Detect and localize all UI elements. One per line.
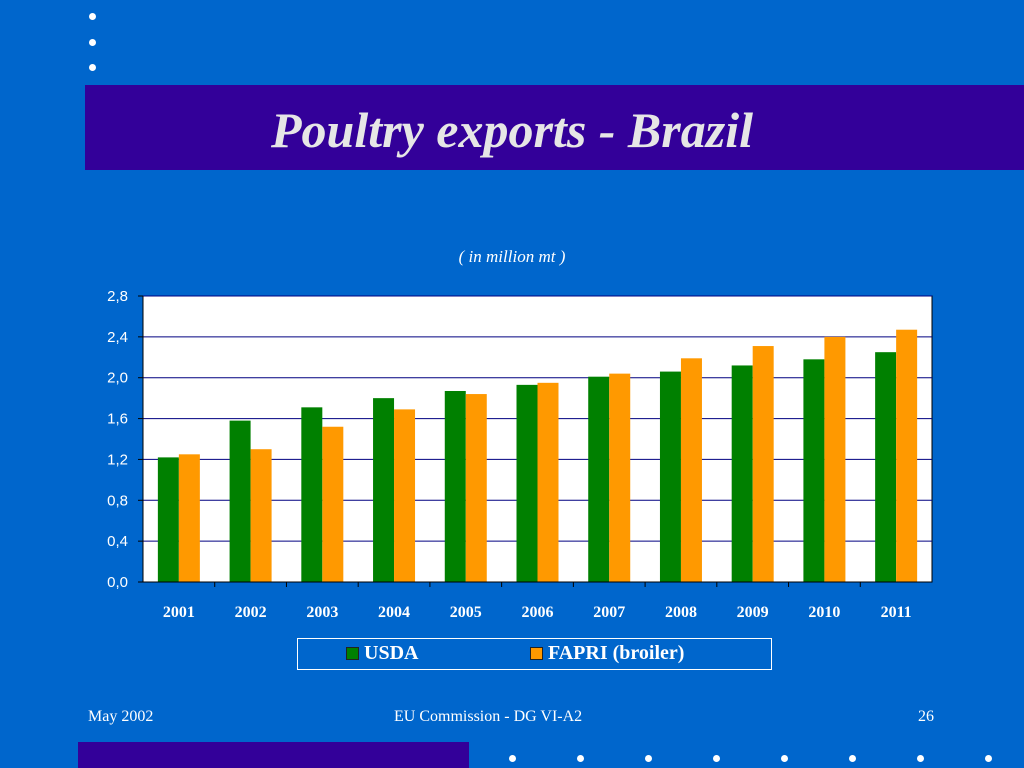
slide-title: Poultry exports - Brazil [271,102,753,158]
x-tick-label: 2006 [522,604,554,621]
x-tick-label: 2001 [163,604,195,621]
bar-usda [157,457,179,582]
decor-dot [781,755,788,762]
decor-dot [509,755,516,762]
bar-usda [803,359,825,582]
y-tick-label: 1,6 [107,411,128,428]
y-tick-label: 0,8 [107,492,128,509]
decor-dot [89,39,96,46]
bar-fapri [537,382,559,582]
title-band [85,85,1024,170]
decor-dot [985,755,992,762]
bar-usda [229,420,251,582]
decor-dot [577,755,584,762]
bar-fapri [178,454,200,582]
bar-usda [373,398,395,582]
x-tick-label: 2002 [235,604,267,621]
decor-dot [713,755,720,762]
bar-usda [588,376,610,582]
slide-number: 26 [918,708,934,725]
legend-swatch-usda [346,647,359,660]
y-tick-label: 1,2 [107,451,128,468]
decor-dot [917,755,924,762]
x-tick-label: 2008 [665,604,697,621]
bottom-band [78,742,469,768]
decor-dot [849,755,856,762]
bar-fapri [752,346,774,582]
bar-usda [875,352,897,582]
decor-dot [645,755,652,762]
y-tick-label: 2,4 [107,329,128,346]
x-tick-label: 2003 [306,604,338,621]
y-tick-label: 0,4 [107,533,128,550]
bar-fapri [322,426,344,582]
y-tick-label: 2,0 [107,370,128,387]
legend-item-usda: USDA [346,642,418,665]
x-tick-label: 2007 [593,604,625,621]
bar-usda [444,390,466,582]
legend-label-fapri: FAPRI (broiler) [548,642,685,664]
bar-fapri [394,409,416,582]
bar-fapri [896,329,918,582]
bar-usda [516,384,538,582]
x-tick-label: 2005 [450,604,482,621]
x-tick-label: 2009 [737,604,769,621]
legend-label-usda: USDA [364,642,419,664]
decor-dot [89,13,96,20]
bar-fapri [609,373,631,582]
bar-fapri [824,336,846,582]
footer-date: May 2002 [88,708,154,725]
decor-dot [89,64,96,71]
footer-center: EU Commission - DG VI-A2 [394,708,583,725]
bar-usda [659,371,681,582]
bar-usda [731,365,753,582]
x-tick-label: 2004 [378,604,410,621]
bar-fapri [465,394,487,582]
bar-usda [301,407,323,582]
chart-legend: USDA FAPRI (broiler) [297,638,772,670]
x-tick-label: 2010 [808,604,840,621]
legend-swatch-fapri [530,647,543,660]
legend-item-fapri: FAPRI (broiler) [530,642,684,665]
bar-fapri [250,449,272,582]
x-tick-label: 2011 [881,604,912,621]
y-tick-label: 2,8 [107,288,128,305]
bar-fapri [680,358,702,582]
y-tick-label: 0,0 [107,574,128,591]
chart-subtitle: ( in million mt ) [458,247,566,266]
